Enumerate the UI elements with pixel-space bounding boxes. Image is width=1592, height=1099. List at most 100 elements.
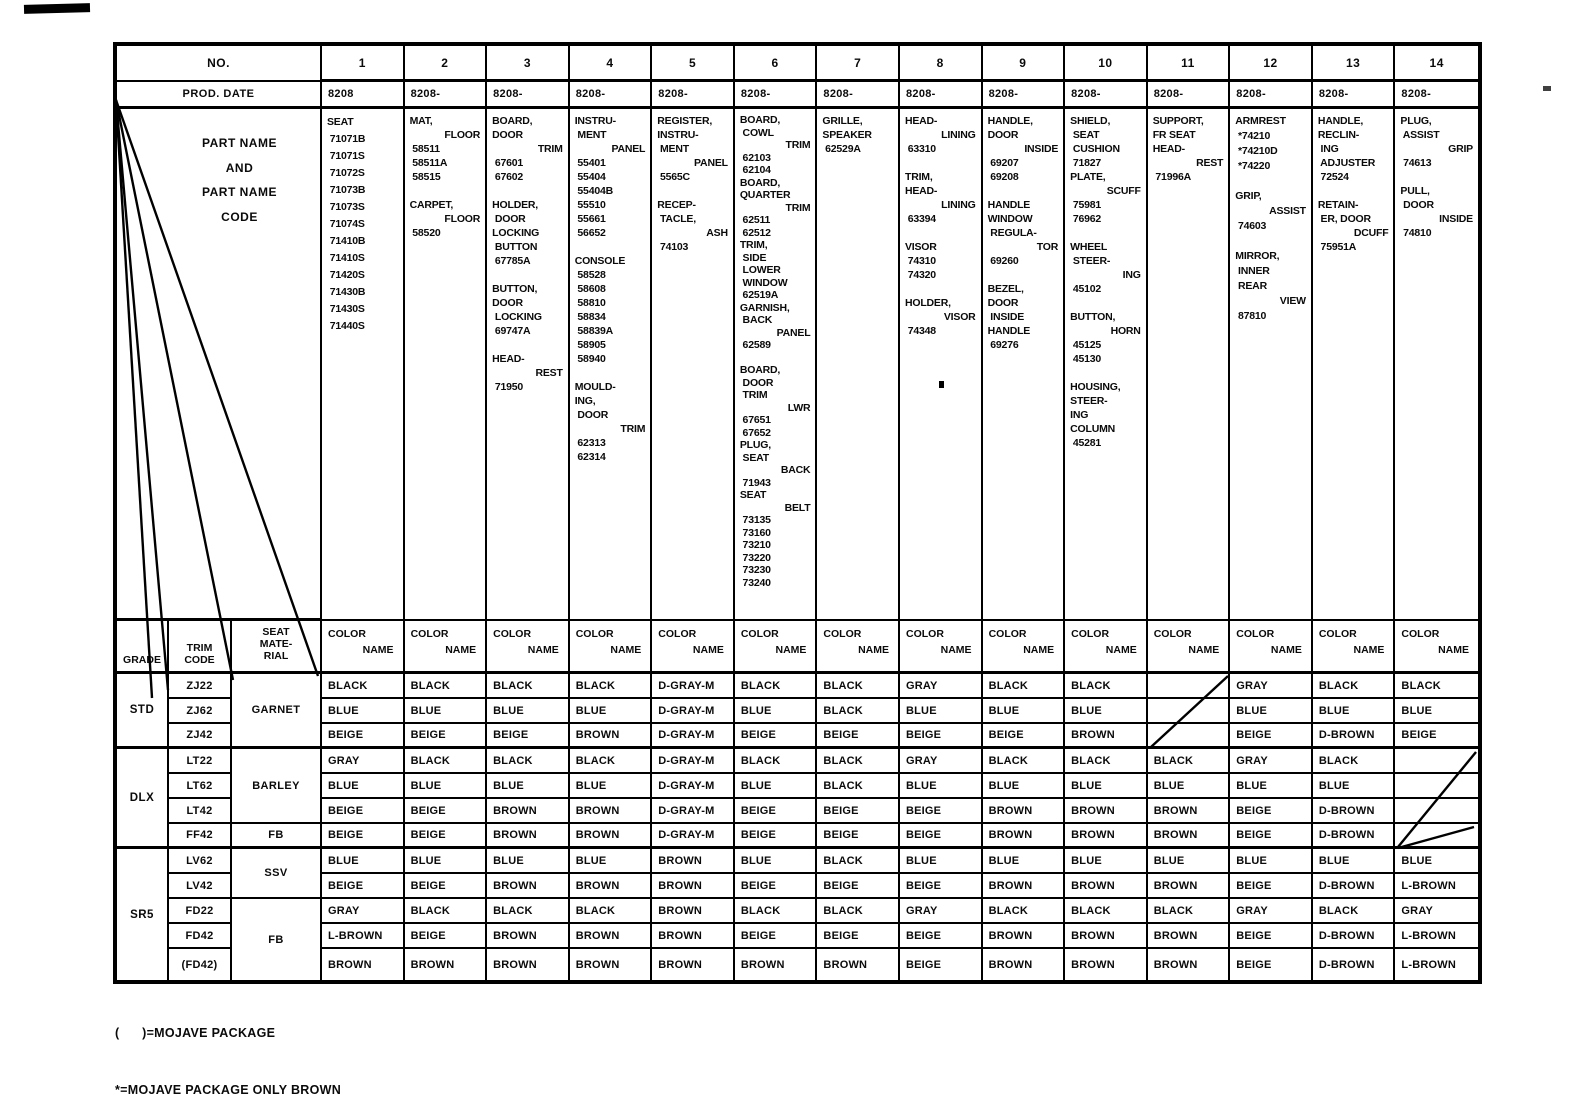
part-line: SEAT (739, 489, 767, 501)
color-cell: BLUE (322, 849, 405, 874)
color-cell: BLUE (982, 849, 1066, 874)
part-line: 74103 (657, 241, 689, 253)
color-cell: BROWN (487, 949, 570, 980)
part-line: HEAD- (904, 115, 938, 127)
color-name-header-cell: COLOR NAME (569, 621, 653, 674)
part-name-header-line: PART NAME (202, 136, 277, 150)
part-line: 55404 (574, 171, 606, 183)
color-name-header-cell: COLOR NAME (817, 621, 900, 674)
part-line: 71410S (327, 252, 365, 264)
part-line: HOUSING, (1070, 381, 1121, 393)
footnotes: ( )=MOJAVE PACKAGE *=MOJAVE PACKAGE ONLY… (115, 986, 341, 1099)
part-line: 58834 (574, 311, 606, 323)
part-line: MOULD- (574, 381, 616, 393)
part-line: 69747A (492, 325, 531, 337)
part-line: ASSIST (1400, 129, 1440, 141)
part-line: ING (1317, 143, 1339, 155)
color-cell: D-BROWN (1312, 799, 1396, 824)
part-line: HANDLE (987, 199, 1031, 211)
prod-date-header-label: PROD. DATE (182, 88, 255, 100)
color-cell: BEIGE (734, 874, 818, 899)
color-cell: BLACK (1065, 749, 1148, 774)
color-name-header-cell: COLOR NAME (982, 621, 1066, 674)
color-cell: BLUE (1230, 774, 1313, 799)
part-list-cell: HANDLE, RECLIN- ING ADJUSTER 72524 RETAIN… (1312, 109, 1396, 621)
color-name-line2: NAME (1023, 644, 1055, 656)
part-line: VIEW (1279, 295, 1306, 307)
color-cell: BLUE (487, 849, 570, 874)
part-line: COLUMN (1070, 423, 1116, 435)
part-line: SCUFF (1106, 185, 1141, 197)
color-cell: BLACK (982, 899, 1066, 924)
part-line: ING (1122, 269, 1141, 281)
color-cell: BROWN (982, 799, 1066, 824)
part-line (1070, 296, 1144, 310)
part-line: TRIM (620, 423, 646, 435)
color-cell: BEIGE (1230, 949, 1313, 980)
color-cell: BLUE (899, 774, 983, 799)
part-line: 71072S (327, 167, 365, 179)
grade-cell: DLX (117, 749, 169, 849)
part-line: INSIDE (1024, 143, 1059, 155)
part-line: BEZEL, (987, 283, 1024, 295)
part-line: PANEL (611, 143, 646, 155)
color-cell: BLACK (487, 899, 570, 924)
part-line: 55510 (574, 199, 606, 211)
part-line: 58515 (409, 171, 441, 183)
color-cell: L-BROWN (322, 924, 405, 949)
color-cell: BEIGE (982, 724, 1066, 749)
color-name-line2: NAME (610, 644, 642, 656)
part-line (988, 268, 1062, 282)
color-cell: BLUE (404, 699, 488, 724)
part-line: HANDLE (987, 325, 1031, 337)
prod-date-cell: 8208- (1312, 82, 1396, 109)
color-cell: BEIGE (734, 724, 818, 749)
part-list-cell: INSTRU- MENT PANEL 55401 55404 55404B 555… (569, 109, 653, 621)
color-cell: BROWN (1065, 724, 1148, 749)
part-line: 58905 (574, 339, 606, 351)
part-line: LOWER (739, 264, 781, 276)
part-line: DOOR (987, 129, 1019, 141)
part-line (657, 184, 731, 198)
color-cell: BLUE (569, 849, 653, 874)
prod-date-cell: 8208- (817, 82, 900, 109)
part-line: HEAD- (904, 185, 938, 197)
color-cell (1395, 799, 1478, 824)
part-line: DOOR (1400, 199, 1434, 211)
part-line (492, 184, 566, 198)
part-line: INSIDE (1439, 213, 1473, 225)
part-line: 58528 (574, 269, 606, 281)
part-line: REGISTER, (657, 115, 713, 127)
color-cell: BEIGE (817, 724, 900, 749)
column-number-cell: 11 (1147, 46, 1231, 82)
color-cell: BEIGE (734, 924, 818, 949)
color-cell: BLUE (734, 699, 818, 724)
color-cell: BEIGE (817, 824, 900, 849)
color-name-line2: NAME (1105, 644, 1137, 656)
part-list-cell: BOARD, DOOR TRIM 67601 67602 HOLDER, DOOR L… (487, 109, 570, 621)
color-cell: BROWN (569, 874, 653, 899)
part-line: 75951A (1317, 241, 1357, 253)
prod-date-cell: 8208- (487, 82, 570, 109)
part-line: 62313 (574, 437, 606, 449)
color-cell: BROWN (1147, 824, 1231, 849)
color-cell: D-BROWN (1312, 724, 1396, 749)
color-cell: BLUE (1395, 849, 1478, 874)
color-name-line1: COLOR (328, 628, 366, 640)
color-cell: BLACK (1312, 674, 1396, 699)
part-line: SPEAKER (822, 129, 872, 141)
part-line: PLUG, (1400, 115, 1432, 127)
color-name-line2: NAME (445, 644, 477, 656)
color-cell: BROWN (1147, 799, 1231, 824)
color-cell (1147, 674, 1231, 699)
color-cell: BLACK (817, 774, 900, 799)
part-line: ADJUSTER (1317, 157, 1376, 169)
color-name-line2: NAME (1353, 644, 1385, 656)
part-name-header-cell: PART NAME AND PART NAME CODE (117, 109, 322, 621)
part-line: SEAT (1070, 129, 1100, 141)
color-cell: BLUE (1395, 699, 1478, 724)
color-cell: GRAY (1230, 674, 1313, 699)
part-list-cell: BOARD, COWL TRIM 62103 62104 BOARD, QUARTER… (734, 109, 818, 621)
part-line: BACK (739, 314, 773, 326)
part-line: TRIM, (739, 239, 768, 251)
